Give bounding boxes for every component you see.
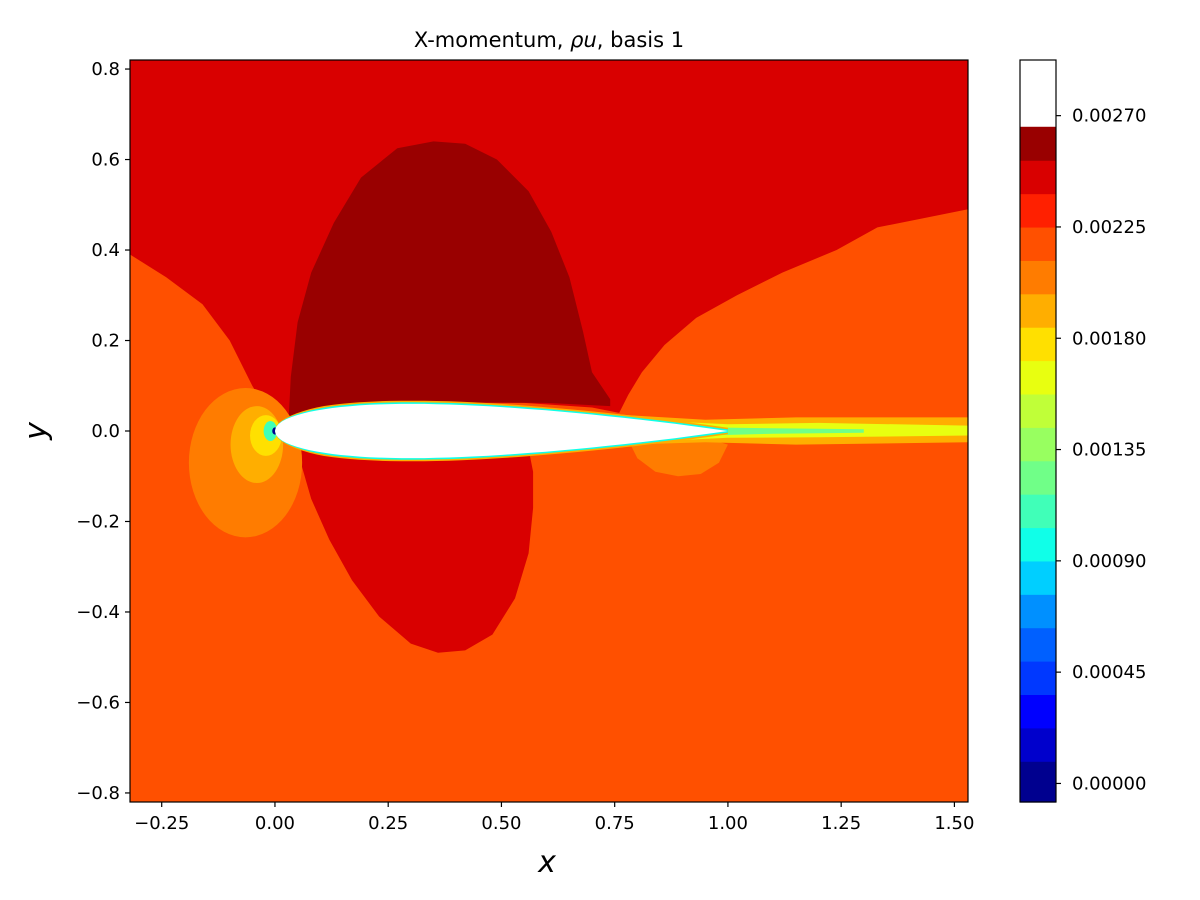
x-tick-label: 1.25 <box>821 813 861 834</box>
x-tick-label: 1.50 <box>934 813 974 834</box>
colorbar-segment <box>1020 126 1056 161</box>
colorbar-segment <box>1020 160 1056 195</box>
y-axis: 0.8 0.6 0.4 0.2 0.0 −0.2 −0.4 −0.6 −0.8 <box>76 59 130 804</box>
contour-wake-deficit-region <box>628 437 728 477</box>
colorbar-segment <box>1020 527 1056 562</box>
y-tick-label: 0.6 <box>91 150 120 171</box>
y-tick-label: 0.2 <box>91 331 120 352</box>
colorbar-segment <box>1020 627 1056 662</box>
colorbar-segment <box>1020 293 1056 328</box>
colorbar-tick-label: 0.00225 <box>1072 217 1146 238</box>
colorbar-tick-label: 0.00270 <box>1072 106 1146 127</box>
chart-title: X-momentum, ρu, basis 1 <box>414 28 684 52</box>
colorbar-segment <box>1020 727 1056 762</box>
x-tick-label: 1.00 <box>708 813 748 834</box>
colorbar-segment <box>1020 193 1056 228</box>
colorbar-segment <box>1020 560 1056 595</box>
plot-area <box>130 60 968 802</box>
colorbar-tick-label: 0.00000 <box>1072 773 1146 794</box>
colorbar-tick-label: 0.00180 <box>1072 328 1146 349</box>
colorbar-tick-label: 0.00135 <box>1072 440 1146 461</box>
x-axis-label: x <box>537 845 556 880</box>
contour-lower-surface-accel <box>297 444 534 653</box>
y-tick-label: 0.0 <box>91 421 120 442</box>
colorbar-segment <box>1020 761 1056 803</box>
x-axis: −0.25 0.00 0.25 0.50 0.75 1.00 1.25 1.50 <box>134 802 974 834</box>
x-tick-label: 0.75 <box>595 813 635 834</box>
airfoil-body <box>275 403 728 459</box>
colorbar-segment <box>1020 460 1056 495</box>
title-symbol: ρu <box>570 28 597 52</box>
colorbar: 0.00000 0.00045 0.00090 0.00135 0.00180 0.002… <box>1019 59 1146 803</box>
x-tick-label: 0.50 <box>481 813 521 834</box>
x-tick-label: 0.25 <box>368 813 408 834</box>
colorbar-segment <box>1020 427 1056 462</box>
colorbar-segment <box>1020 393 1056 428</box>
y-tick-label: 0.8 <box>91 59 120 80</box>
y-tick-label: −0.8 <box>76 783 120 804</box>
colorbar-segment <box>1020 360 1056 395</box>
colorbar-segment <box>1020 260 1056 295</box>
colorbar-segment <box>1020 594 1056 629</box>
colorbar-frame <box>1019 59 1057 803</box>
colorbar-tick-label: 0.00045 <box>1072 662 1146 683</box>
colorbar-segment <box>1020 327 1056 362</box>
y-axis-label: y <box>19 421 54 441</box>
contour-stagnation-core <box>263 421 278 441</box>
y-tick-label: 0.4 <box>91 240 120 261</box>
y-tick-label: −0.2 <box>76 511 120 532</box>
colorbar-segment <box>1020 494 1056 529</box>
x-tick-label: −0.25 <box>134 813 189 834</box>
colorbar-segment <box>1020 694 1056 729</box>
colorbar-segment <box>1020 661 1056 696</box>
y-tick-label: −0.6 <box>76 692 120 713</box>
colorbar-tick-label: 0.00090 <box>1072 551 1146 572</box>
x-tick-label: 0.00 <box>255 813 295 834</box>
contour-suction-peak <box>288 141 611 422</box>
y-tick-label: −0.4 <box>76 602 120 623</box>
colorbar-segment <box>1020 226 1056 261</box>
